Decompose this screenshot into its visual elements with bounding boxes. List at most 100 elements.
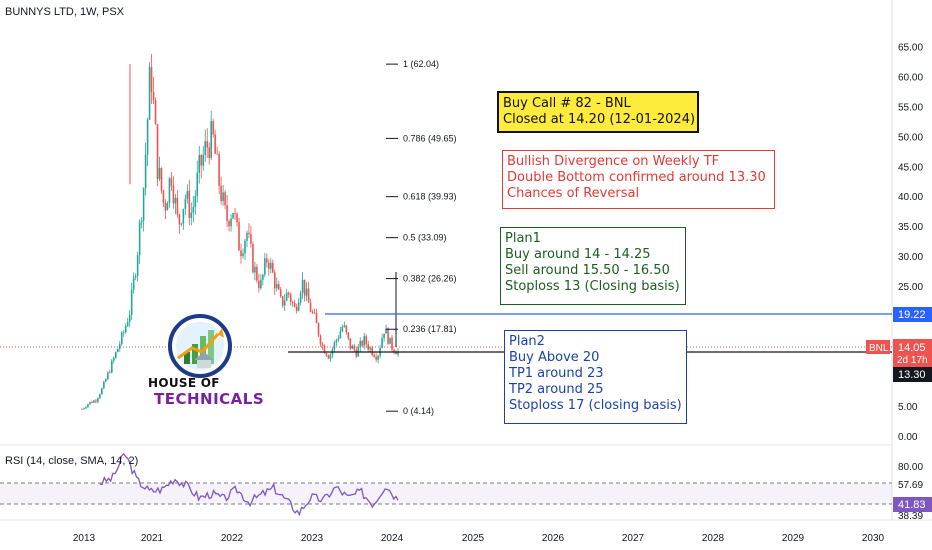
resistance-marker [893,307,932,322]
candle-body [393,349,395,353]
price-tick-label: 40.00 [898,192,923,203]
candle-body [224,192,226,206]
candle-body [363,336,366,346]
candle-body [347,332,350,339]
candle-body [387,328,389,344]
candle-body [128,314,131,323]
fib-level-label: 0.236 (17.81) [403,324,457,334]
time-tick-label: 2021 [141,533,164,544]
candle-body [323,345,326,354]
candle-body [120,332,123,345]
note-line: Plan1 [505,231,541,246]
rsi-series-line [99,452,399,517]
fib-level-label: 1 (62.04) [403,59,439,69]
candle-body [333,342,336,350]
price-tick-label: 0.00 [898,432,918,443]
candle-body [397,351,399,355]
note-line: Double Bottom confirmed around 13.30 [507,170,766,185]
buy-call-note[interactable]: Buy Call # 82 - BNL Closed at 14.20 (12-… [497,91,699,133]
last-price-marker [893,339,932,367]
support-marker [893,367,932,382]
house-of-technicals-logo: HOUSE OF TECHNICALS [140,312,264,412]
candle-body [208,147,210,158]
candle-body [321,344,324,346]
candle-body [325,353,328,356]
candle-body [234,213,236,214]
price-tick-label: 25.00 [898,282,923,293]
rsi-tick-upper: 57.69 [898,480,923,491]
candle-body [305,288,308,296]
candle-body [337,338,340,341]
candle-body [361,341,364,346]
candle-body [150,67,153,92]
bullish-divergence-note[interactable]: Bullish Divergence on Weekly TF Double B… [502,150,775,209]
candle-body [273,272,276,289]
time-axis[interactable]: 2013 2021 2022 2023 2024 2025 2026 2027 2028 2029… [73,533,885,544]
candle-body [154,100,157,125]
candle-body [101,388,103,395]
candle-body [99,394,101,399]
candle-body [214,134,216,154]
note-line: Stoploss 17 (closing basis) [509,398,682,413]
candle-body [365,336,368,345]
candle-body [244,240,246,254]
candle-body [289,294,292,303]
note-line: Stoploss 13 (Closing basis) [505,279,680,294]
candle-body [355,349,358,357]
candle-body [202,154,205,166]
candle-body [279,289,282,297]
time-tick-label: 2024 [381,533,404,544]
price-axis[interactable]: 65.00 60.00 55.00 50.00 45.00 40.00 35.00 30.00… [898,42,923,443]
time-tick-label: 2026 [542,533,565,544]
candle-body [383,333,385,339]
candle-body [97,398,99,402]
candle-body [103,381,105,389]
note-line: TP1 around 23 [509,366,604,381]
candle-body [190,212,193,218]
candle-body [111,360,113,373]
candle-body [206,141,209,148]
candle-body [192,206,195,213]
candle-body [371,347,373,355]
candle-body [254,266,256,273]
candle-body [309,302,312,312]
candle-body [264,258,266,275]
candle-body [327,355,330,359]
note-line: Plan2 [509,334,545,349]
candle-body [156,124,159,180]
candle-body [266,258,268,263]
candle-body [313,312,316,314]
candle-body [116,348,119,353]
candle-body [196,172,199,197]
candle-body [178,214,181,225]
candle-body [319,335,322,345]
logo-text-top: HOUSE OF [148,376,220,390]
candle-body [136,255,139,277]
rsi-band [0,483,892,504]
price-tick-label: 45.00 [898,162,923,173]
price-tick-label: 5.00 [898,402,918,413]
time-tick-label: 2023 [301,533,324,544]
candle-body [222,192,224,202]
candle-body [246,232,248,241]
logo-text-bottom: TECHNICALS [154,390,265,408]
candle-body [182,209,185,224]
plan1-note[interactable]: Plan1 Buy around 14 - 14.25 Sell around … [500,227,686,305]
candle-body [301,279,304,293]
note-line: Buy Call # 82 - BNL [503,96,631,111]
note-line: Sell around 15.50 - 16.50 [505,263,670,278]
note-line: Chances of Reversal [507,186,640,201]
candle-body [194,196,197,207]
note-line: Buy around 14 - 14.25 [505,247,651,262]
candle-body [85,407,87,409]
candle-body [256,266,258,281]
candle-body [293,303,296,307]
plan2-note[interactable]: Plan2 Buy Above 20 TP1 around 23 TP2 aro… [504,330,687,424]
candle-body [93,400,95,403]
candle-body [174,197,177,204]
candle-body [126,322,129,327]
candle-body [311,311,314,313]
candle-body [95,400,97,402]
fib-level-label: 0.618 (39.93) [403,192,457,202]
